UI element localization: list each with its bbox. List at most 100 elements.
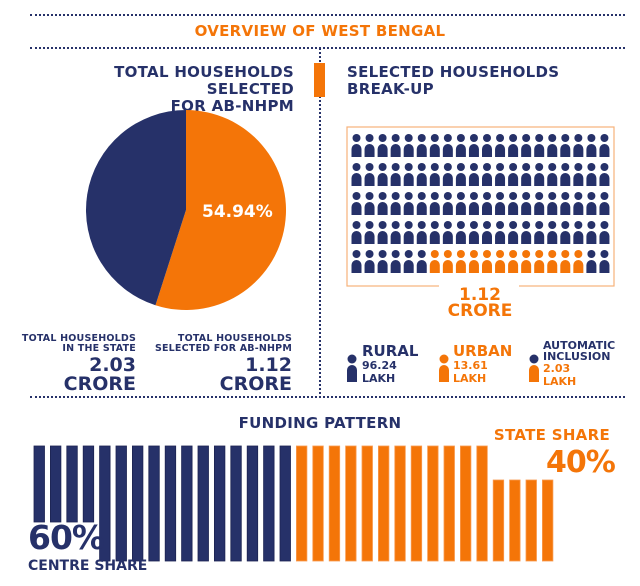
person-icon <box>508 250 519 273</box>
person-icon <box>573 250 584 273</box>
person-icon <box>377 192 388 215</box>
state-share-bar <box>328 445 341 562</box>
person-icon <box>429 250 440 273</box>
person-icon <box>521 163 532 186</box>
vertical-divider <box>319 48 321 394</box>
person-icon <box>455 192 466 215</box>
person-icon <box>534 134 545 157</box>
breakup-heading: SELECTED HOUSEHOLDS BREAK-UP <box>347 64 559 98</box>
person-icon <box>442 163 453 186</box>
section-divider <box>30 396 625 398</box>
person-icon <box>455 134 466 157</box>
stat-unit: CRORE <box>219 373 292 395</box>
person-icon <box>508 221 519 244</box>
pie-slice-not-selected <box>85 109 186 306</box>
person-icon <box>573 221 584 244</box>
top-divider <box>30 14 625 16</box>
legend-title-line2: INCLUSION <box>543 350 611 363</box>
state-share-bar <box>295 445 308 562</box>
person-icon <box>521 192 532 215</box>
centre-share-bar <box>66 445 78 523</box>
person-icon <box>468 221 479 244</box>
state-share-bar <box>312 445 324 562</box>
person-icon <box>495 192 506 215</box>
person-icon <box>547 163 558 186</box>
person-icon <box>364 250 375 273</box>
person-icon <box>351 192 362 215</box>
households-pictogram <box>346 126 615 289</box>
legend-title: RURAL <box>362 342 419 360</box>
person-icon <box>599 134 610 157</box>
person-icon <box>534 221 545 244</box>
person-icon <box>442 134 453 157</box>
centre-share-bar <box>263 445 275 562</box>
legend-title: URBAN <box>453 342 513 360</box>
person-icon <box>377 221 388 244</box>
accent-block <box>314 63 325 97</box>
pie-heading-line1: TOTAL HOUSEHOLDS SELECTED <box>114 63 294 98</box>
page-title: OVERVIEW OF WEST BENGAL <box>194 22 446 40</box>
person-icon <box>599 221 610 244</box>
person-icon <box>599 250 610 273</box>
stat-label-line1: TOTAL HOUSEHOLDS <box>21 333 136 344</box>
state-share-bar <box>443 445 455 562</box>
person-icon <box>429 163 440 186</box>
person-icon <box>455 250 466 273</box>
person-icon <box>416 192 427 215</box>
pie-slice-selected <box>155 110 286 310</box>
person-icon <box>351 163 362 186</box>
stat-label-line2: SELECTED FOR AB-NHPM <box>154 343 292 354</box>
legend-value: 96.24 <box>362 359 397 372</box>
person-icon <box>586 134 597 157</box>
person-icon <box>586 250 597 273</box>
person-icon <box>390 250 401 273</box>
state-share-bar <box>345 445 357 562</box>
person-icon <box>508 192 519 215</box>
centre-share-bar <box>33 445 45 523</box>
state-share-value: 40% <box>546 445 616 480</box>
person-icon <box>495 163 506 186</box>
state-share-bar <box>427 445 439 562</box>
legend-title: AUTOMATIC <box>543 339 616 352</box>
person-icon <box>521 134 532 157</box>
centre-share-bar <box>115 445 127 562</box>
person-icon <box>403 163 414 186</box>
person-icon <box>560 134 571 157</box>
person-icon <box>547 192 558 215</box>
breakup-heading-line1: SELECTED HOUSEHOLDS <box>347 63 560 81</box>
person-icon <box>468 163 479 186</box>
centre-share-bar <box>181 445 193 562</box>
person-icon <box>560 192 571 215</box>
person-icon <box>442 192 453 215</box>
person-icon <box>403 221 414 244</box>
centre-share-bar <box>197 445 209 562</box>
person-icon <box>416 163 427 186</box>
pie-slice-label: 54.94% <box>202 202 273 222</box>
stat-total-selected: TOTAL HOUSEHOLDS SELECTED FOR AB-NHPM 1.… <box>150 334 292 394</box>
state-share-bar <box>377 445 390 562</box>
person-icon <box>351 250 362 273</box>
centre-share-bar <box>148 445 160 562</box>
centre-share-value: 60% <box>28 518 105 557</box>
breakup-total-value: 1.12 <box>459 285 501 305</box>
person-icon <box>442 250 453 273</box>
person-icon <box>495 250 506 273</box>
person-icon <box>364 163 375 186</box>
header-divider <box>30 47 625 49</box>
person-icon <box>586 163 597 186</box>
person-icon <box>364 134 375 157</box>
person-icon <box>495 221 506 244</box>
person-icon <box>599 192 610 215</box>
person-icon <box>429 221 440 244</box>
state-share-bar <box>525 479 537 562</box>
person-icon <box>416 134 427 157</box>
person-icon <box>377 163 388 186</box>
person-icon <box>573 192 584 215</box>
person-icon <box>468 134 479 157</box>
stat-total-state: TOTAL HOUSEHOLDS IN THE STATE 2.03 CRORE <box>20 334 136 394</box>
person-icon <box>351 134 362 157</box>
legend-value: 13.61 <box>453 359 488 372</box>
person-icon <box>482 134 492 157</box>
person-icon <box>442 221 453 244</box>
person-icon <box>534 250 545 273</box>
